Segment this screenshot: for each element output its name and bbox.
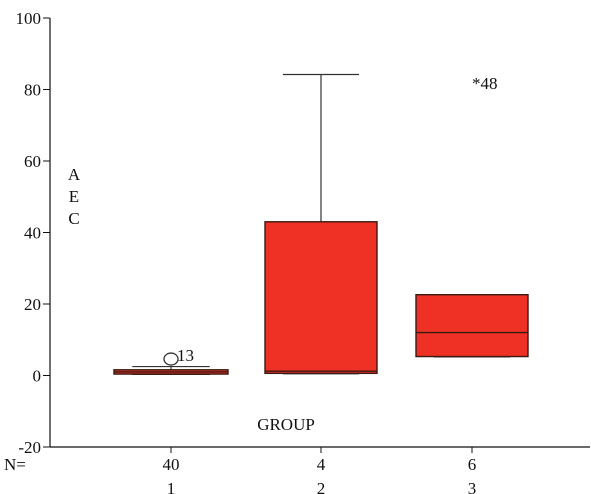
y-axis-label-letter: A: [68, 165, 81, 184]
x-axis-title: GROUP: [257, 415, 315, 434]
n-count-label: 4: [317, 455, 326, 474]
category-label: 2: [317, 479, 326, 494]
y-tick-label: 80: [24, 81, 41, 100]
box-series: [113, 73, 529, 376]
y-tick-label: -20: [18, 438, 41, 457]
box-rect: [264, 221, 378, 375]
box-rect: [415, 294, 529, 358]
y-tick-label: 100: [16, 9, 42, 28]
y-tick-label: 60: [24, 152, 41, 171]
y-tick-label: 0: [33, 367, 42, 386]
y-tick-label: 20: [24, 295, 41, 314]
box-group-2: [264, 73, 378, 375]
category-label: 3: [468, 479, 477, 494]
y-axis-label-letter: E: [69, 187, 79, 206]
outlier-label: *48: [472, 74, 498, 93]
y-ticks: -20 0 20 40 60 80 100: [16, 9, 50, 457]
outlier-series: 13 *48: [163, 74, 498, 366]
category-label: 1: [167, 479, 176, 494]
box-group-1: [113, 365, 229, 376]
n-count-label: 40: [163, 455, 180, 474]
y-tick-label: 40: [24, 224, 41, 243]
n-prefix-label: N=: [4, 455, 26, 474]
x-ticks: 40 1 4 2 6 3: [163, 447, 477, 494]
y-axis-label: AEC: [68, 165, 81, 228]
box-group-3: [415, 294, 529, 358]
outlier-circle: [163, 352, 179, 366]
y-axis-label-letter: C: [68, 209, 79, 228]
n-count-label: 6: [468, 455, 477, 474]
outlier-label: 13: [177, 346, 194, 365]
